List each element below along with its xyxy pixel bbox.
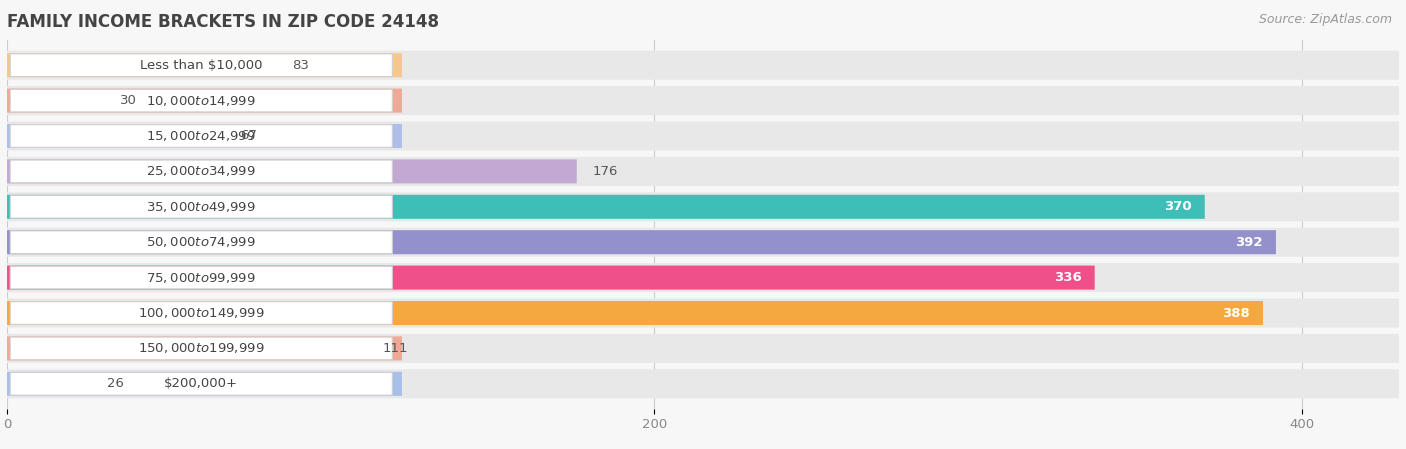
Text: 111: 111 [382,342,408,355]
Text: FAMILY INCOME BRACKETS IN ZIP CODE 24148: FAMILY INCOME BRACKETS IN ZIP CODE 24148 [7,13,439,31]
Text: $50,000 to $74,999: $50,000 to $74,999 [146,235,256,249]
FancyBboxPatch shape [0,228,1399,257]
FancyBboxPatch shape [0,51,1399,80]
FancyBboxPatch shape [7,265,1095,290]
FancyBboxPatch shape [7,195,1205,219]
FancyBboxPatch shape [10,302,392,324]
Text: 30: 30 [121,94,138,107]
Text: Less than $10,000: Less than $10,000 [141,59,263,72]
FancyBboxPatch shape [0,157,1399,186]
Text: 176: 176 [593,165,619,178]
FancyBboxPatch shape [7,53,402,77]
Text: 392: 392 [1236,236,1263,249]
FancyBboxPatch shape [7,230,1277,254]
FancyBboxPatch shape [0,263,1399,292]
FancyBboxPatch shape [10,160,392,183]
Text: $35,000 to $49,999: $35,000 to $49,999 [146,200,256,214]
Text: $10,000 to $14,999: $10,000 to $14,999 [146,93,256,108]
FancyBboxPatch shape [10,231,392,254]
FancyBboxPatch shape [7,124,402,148]
Text: 67: 67 [240,129,257,142]
FancyBboxPatch shape [10,195,392,218]
FancyBboxPatch shape [10,373,392,395]
Text: 336: 336 [1054,271,1081,284]
FancyBboxPatch shape [7,336,402,361]
Text: $25,000 to $34,999: $25,000 to $34,999 [146,164,256,178]
FancyBboxPatch shape [0,299,1399,327]
Text: 26: 26 [107,377,124,390]
Text: $75,000 to $99,999: $75,000 to $99,999 [146,271,256,285]
FancyBboxPatch shape [10,89,392,112]
FancyBboxPatch shape [7,159,576,184]
Text: $150,000 to $199,999: $150,000 to $199,999 [138,341,264,356]
FancyBboxPatch shape [7,88,402,113]
FancyBboxPatch shape [0,369,1399,398]
FancyBboxPatch shape [7,301,1263,325]
Text: Source: ZipAtlas.com: Source: ZipAtlas.com [1258,13,1392,26]
FancyBboxPatch shape [0,334,1399,363]
Text: 370: 370 [1164,200,1192,213]
FancyBboxPatch shape [0,122,1399,150]
FancyBboxPatch shape [7,372,402,396]
Text: $15,000 to $24,999: $15,000 to $24,999 [146,129,256,143]
Text: $200,000+: $200,000+ [165,377,238,390]
FancyBboxPatch shape [10,125,392,147]
FancyBboxPatch shape [10,337,392,360]
FancyBboxPatch shape [10,54,392,76]
Text: $100,000 to $149,999: $100,000 to $149,999 [138,306,264,320]
FancyBboxPatch shape [0,86,1399,115]
FancyBboxPatch shape [10,266,392,289]
Text: 83: 83 [292,59,309,72]
FancyBboxPatch shape [0,192,1399,221]
Text: 388: 388 [1222,307,1250,320]
